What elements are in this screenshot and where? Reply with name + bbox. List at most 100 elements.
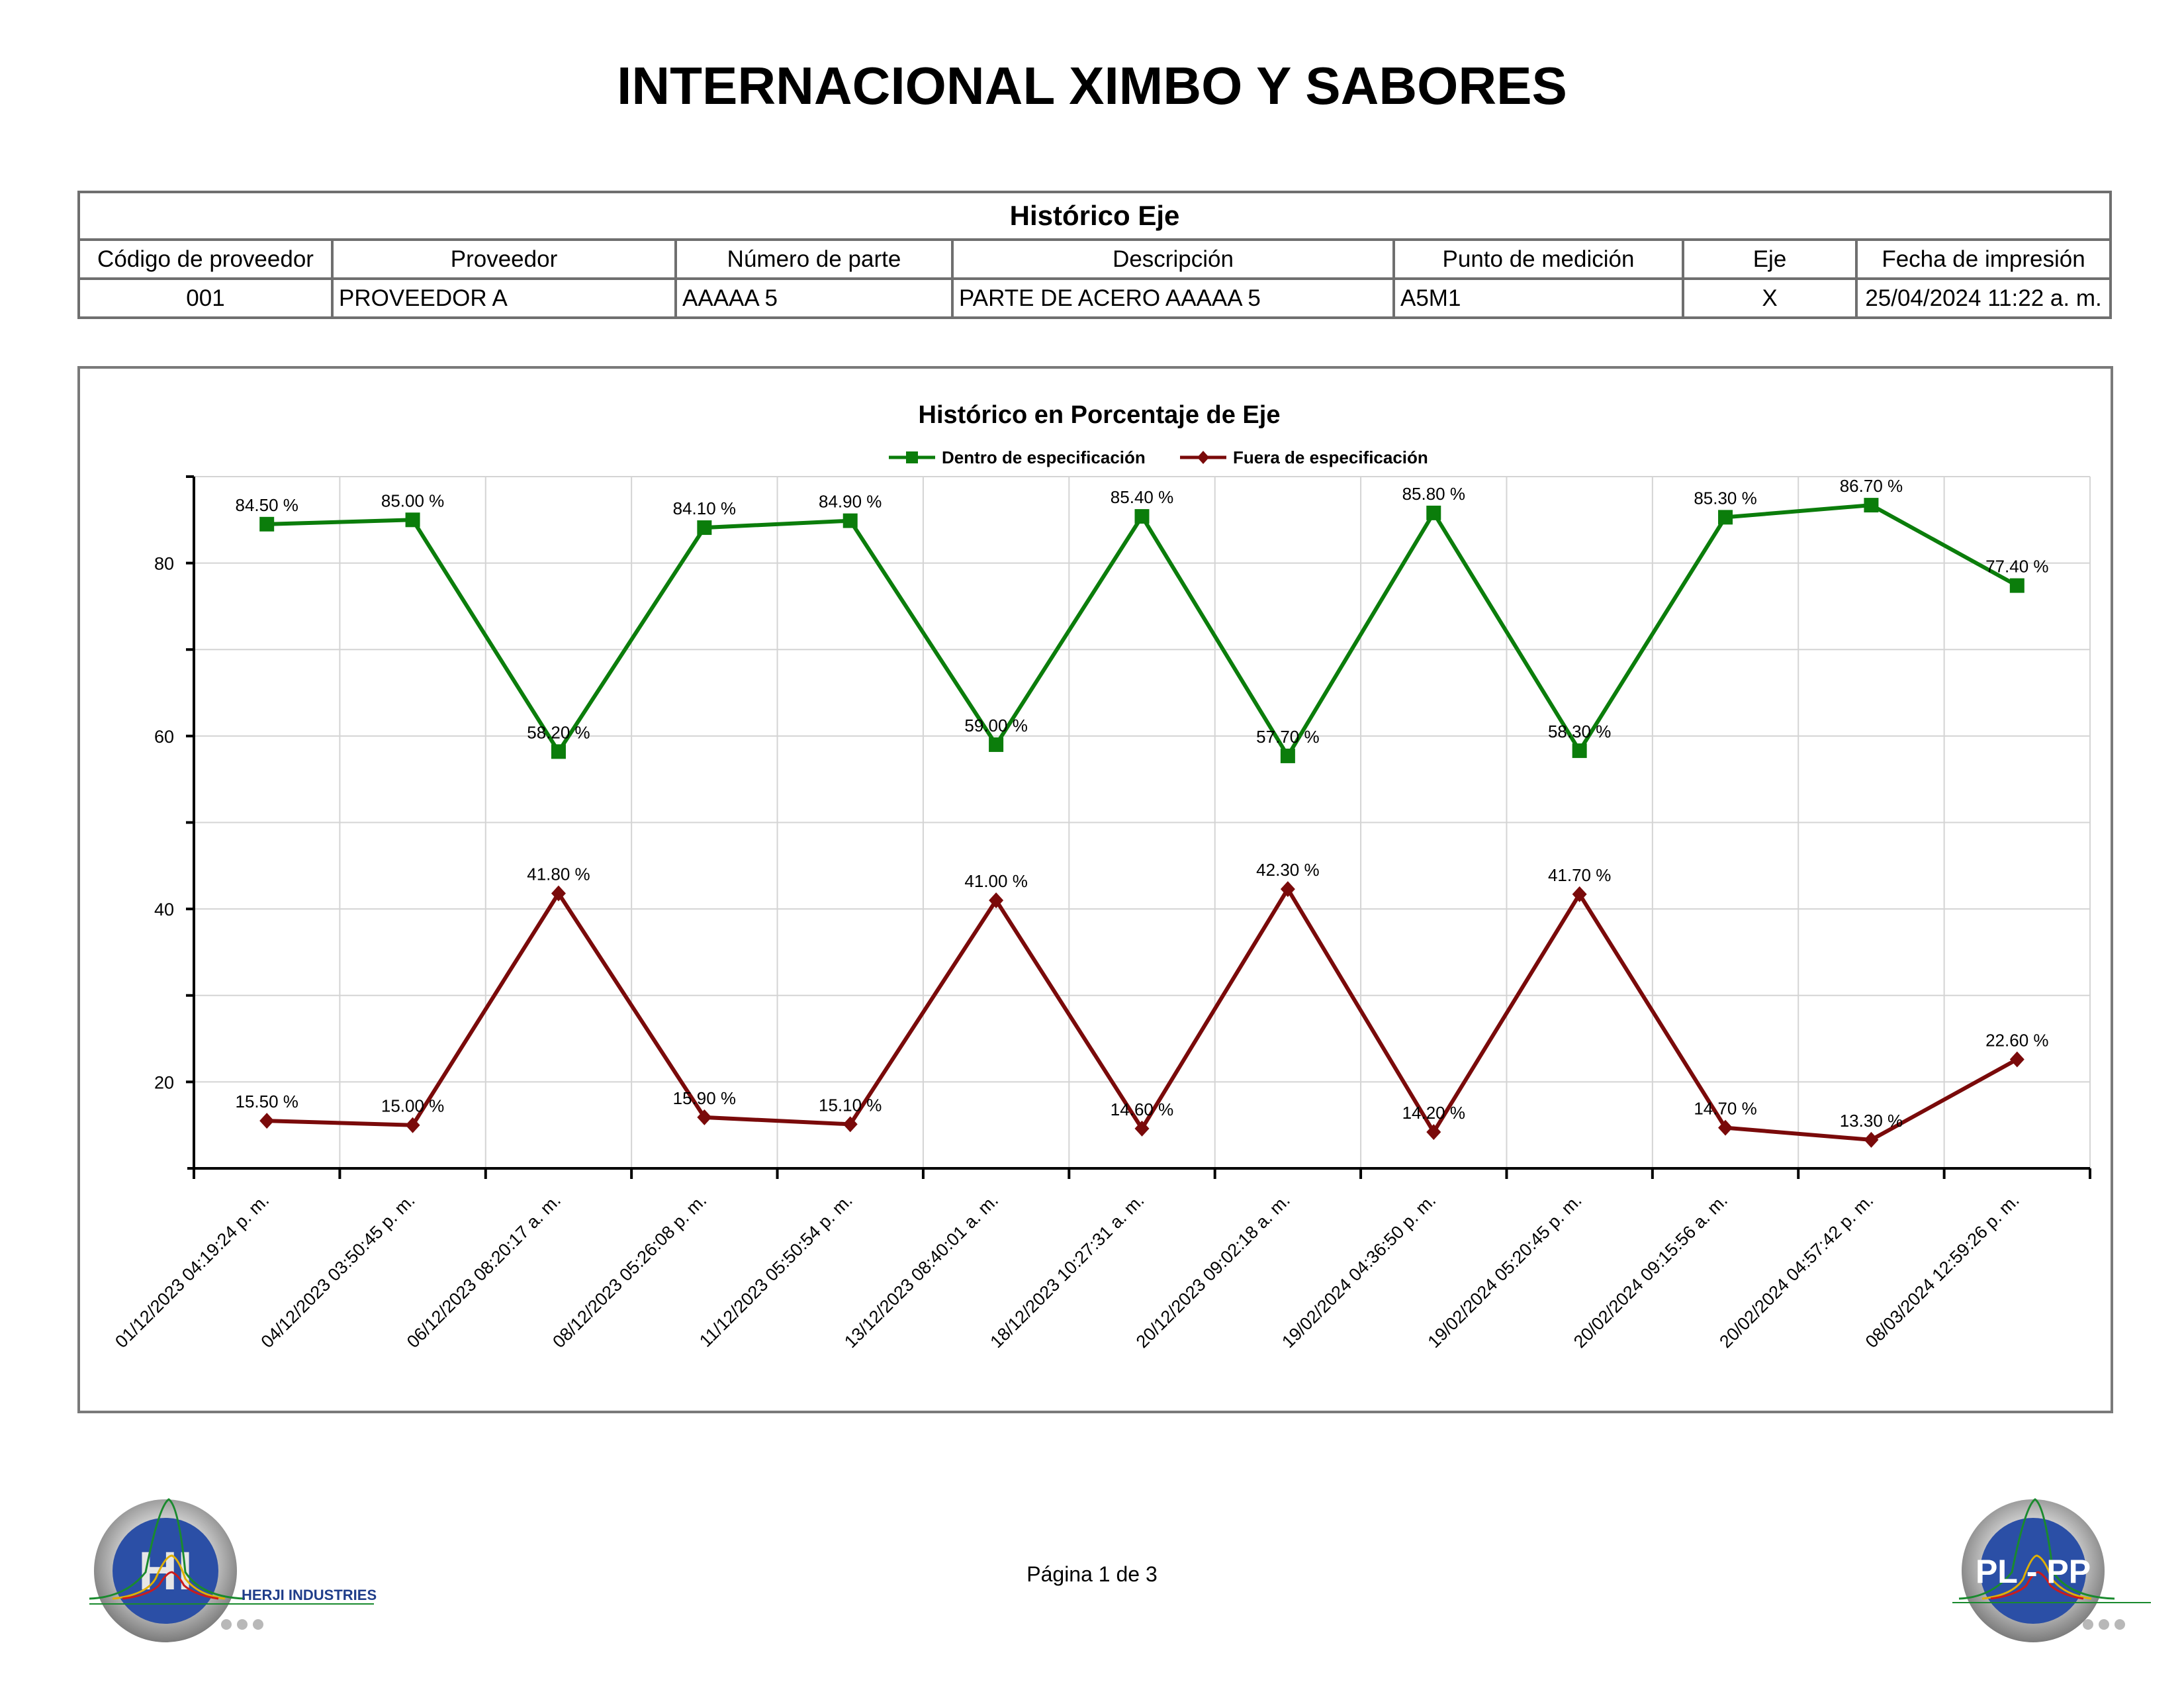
header-punto-medicion: Punto de medición [1392, 238, 1684, 280]
chart-x-tick-labels: 01/12/2023 04:19:24 p. m.04/12/2023 03:5… [111, 1190, 2023, 1352]
chart-data-labels: 84.50 % 85.00 % 58.20 % 84.10 % 84.90 % 59.00… [235, 476, 2048, 1131]
logo-right-mark: PL - PP [1976, 1553, 2091, 1590]
data-point-fuera [1426, 1124, 1441, 1141]
x-tick-label: 18/12/2023 10:27:31 a. m. [986, 1190, 1148, 1352]
data-point-dentro [1572, 743, 1587, 759]
data-point-dentro [551, 744, 566, 759]
data-point-fuera [1280, 881, 1295, 898]
cell-numero-parte: AAAAA 5 [674, 277, 954, 319]
herji-industries-logo: HI HERJI INDUSTRIES [89, 1498, 377, 1642]
header-eje: Eje [1682, 238, 1858, 280]
header-fecha-impresion: Fecha de impresión [1854, 238, 2113, 280]
cell-punto-medicion: A5M1 [1392, 277, 1684, 319]
page-number: Página 1 de 3 [1026, 1562, 1158, 1586]
report-title: INTERNACIONAL XIMBO Y SABORES [617, 56, 1567, 115]
data-point-fuera [405, 1117, 420, 1133]
y-tick-label: 20 [154, 1072, 174, 1092]
data-point-dentro [405, 512, 420, 528]
data-label-fuera: 41.70 % [1548, 865, 1611, 885]
series-line-dentro [267, 503, 2019, 760]
data-label-fuera: 42.30 % [1256, 860, 1319, 880]
x-tick-label: 19/02/2024 04:36:50 p. m. [1278, 1190, 1439, 1352]
data-label-dentro: 58.20 % [527, 722, 590, 742]
header-proveedor: Proveedor [331, 238, 677, 280]
data-label-fuera: 22.60 % [1985, 1030, 2048, 1050]
info-table: Histórico Eje Código de proveedor Provee… [77, 191, 2113, 319]
data-label-dentro: 57.70 % [1256, 727, 1319, 747]
data-point-dentro [842, 513, 858, 528]
y-tick-label: 60 [154, 727, 174, 747]
data-label-dentro: 85.40 % [1111, 487, 1173, 507]
chart-axes: 20 40 60 80 [154, 475, 2091, 1179]
data-label-dentro: 85.80 % [1402, 484, 1465, 504]
data-point-fuera [989, 892, 1004, 909]
pl-pp-logo: PL - PP [1952, 1498, 2151, 1642]
data-point-dentro [697, 520, 712, 536]
legend-marker-square [906, 451, 918, 463]
data-point-fuera [259, 1113, 275, 1129]
data-label-dentro: 84.10 % [673, 498, 736, 518]
data-label-fuera: 41.80 % [527, 865, 590, 884]
x-tick-label: 11/12/2023 05:50:54 p. m. [696, 1190, 856, 1351]
data-point-dentro [1426, 505, 1441, 520]
table-caption: Histórico Eje [77, 191, 2113, 241]
data-point-fuera [1134, 1120, 1150, 1137]
data-label-fuera: 14.60 % [1111, 1100, 1173, 1119]
y-tick-label: 80 [154, 554, 174, 574]
data-label-fuera: 15.50 % [235, 1092, 298, 1111]
cell-proveedor: PROVEEDOR A [331, 277, 677, 319]
x-tick-label: 06/12/2023 08:20:17 a. m. [403, 1190, 565, 1352]
header-descripcion: Descripción [951, 238, 1395, 280]
data-point-dentro [259, 516, 275, 532]
data-label-dentro: 77.40 % [1985, 557, 2048, 577]
data-label-fuera: 14.20 % [1402, 1103, 1465, 1123]
data-point-fuera [2009, 1051, 2025, 1068]
data-point-dentro [1718, 510, 1733, 525]
data-label-fuera: 14.70 % [1694, 1099, 1756, 1119]
chart-title: Histórico en Porcentaje de Eje [919, 401, 1281, 429]
data-point-dentro [989, 737, 1004, 752]
table-row: 001 PROVEEDOR A AAAAA 5 PARTE DE ACERO A… [77, 277, 2113, 319]
cell-descripcion: PARTE DE ACERO AAAAA 5 [951, 277, 1395, 319]
x-tick-label: 08/12/2023 05:26:08 p. m. [549, 1190, 710, 1352]
data-label-dentro: 84.50 % [235, 495, 298, 515]
data-label-fuera: 13.30 % [1840, 1111, 1903, 1131]
data-point-fuera [1864, 1131, 1879, 1148]
cell-fecha-impresion: 25/04/2024 11:22 a. m. [1854, 277, 2113, 319]
data-label-dentro: 59.00 % [964, 716, 1027, 735]
x-tick-label: 20/02/2024 09:15:56 a. m. [1570, 1190, 1731, 1352]
data-label-fuera: 15.00 % [381, 1096, 444, 1116]
x-tick-label: 20/12/2023 09:02:18 a. m. [1132, 1190, 1294, 1352]
data-point-fuera [697, 1109, 712, 1125]
x-tick-label: 04/12/2023 03:50:45 p. m. [257, 1190, 418, 1352]
y-tick-label: 40 [154, 900, 174, 919]
data-label-fuera: 15.90 % [673, 1088, 736, 1108]
data-label-dentro: 84.90 % [819, 492, 882, 512]
x-tick-label: 13/12/2023 08:40:01 a. m. [841, 1190, 1002, 1352]
chart-legend: Dentro de especificación Fuera de especif… [889, 447, 1428, 467]
data-point-dentro [1864, 498, 1879, 513]
x-tick-label: 19/02/2024 05:20:45 p. m. [1424, 1190, 1586, 1352]
line-chart: Histórico en Porcentaje de Eje Dentro de… [111, 401, 2091, 1352]
data-point-fuera [1718, 1119, 1733, 1136]
x-tick-label: 01/12/2023 04:19:24 p. m. [111, 1190, 273, 1352]
data-label-dentro: 85.30 % [1694, 488, 1756, 508]
x-tick-label: 20/02/2024 04:57:42 p. m. [1715, 1190, 1877, 1352]
data-label-dentro: 85.00 % [381, 491, 444, 510]
data-label-fuera: 15.10 % [819, 1095, 882, 1115]
data-point-fuera [1572, 886, 1587, 902]
legend-label: Fuera de especificación [1233, 447, 1428, 467]
data-point-fuera [551, 885, 566, 902]
legend-label: Dentro de especificación [942, 447, 1146, 467]
chart-frame: Histórico en Porcentaje de Eje Dentro de… [77, 366, 2113, 1413]
data-point-fuera [842, 1116, 858, 1133]
table-header-row: Código de proveedor Proveedor Número de … [77, 238, 2113, 280]
legend-marker-diamond [1197, 451, 1209, 464]
logo-left-text: HERJI INDUSTRIES [242, 1587, 377, 1603]
data-label-dentro: 86.70 % [1840, 476, 1903, 496]
chart-series [259, 498, 2025, 1148]
header-codigo-proveedor: Código de proveedor [77, 238, 334, 280]
data-point-dentro [1134, 509, 1150, 524]
chart-grid [194, 476, 2091, 1168]
data-label-fuera: 41.00 % [964, 871, 1027, 891]
